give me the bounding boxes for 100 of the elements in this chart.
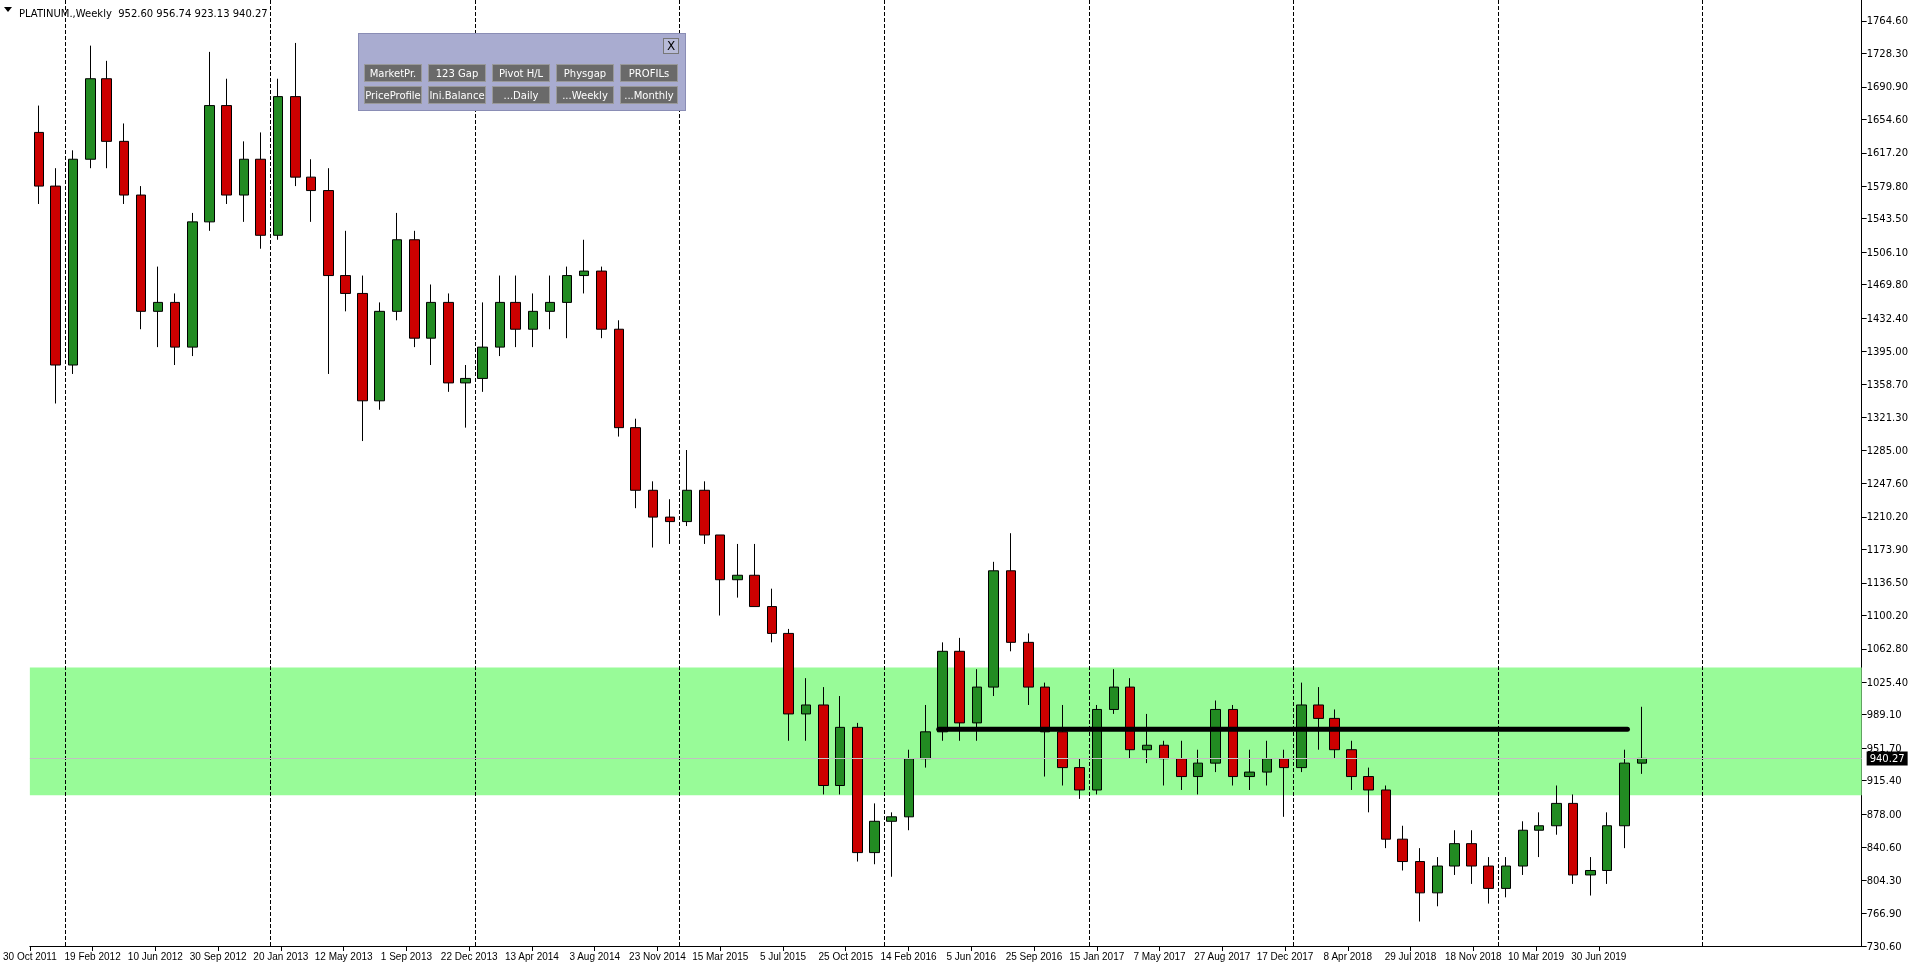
x-tick-label: 19 Feb 2012	[64, 950, 122, 962]
y-tick-label: 989.10	[1866, 709, 1902, 721]
candlestick	[510, 275, 521, 348]
candlestick	[665, 498, 675, 545]
y-tick-label: 1025.40	[1866, 676, 1909, 688]
candlestick	[426, 284, 436, 366]
x-tick-label: 18 Nov 2018	[1444, 950, 1503, 962]
candlestick	[170, 292, 180, 366]
candlestick	[545, 275, 555, 330]
candlestick	[801, 677, 811, 742]
candlestick	[1534, 811, 1544, 858]
candlestick	[357, 275, 368, 442]
annotation: Ini.Balance	[428, 86, 486, 104]
candlestick	[1585, 856, 1596, 897]
candlestick	[1244, 749, 1255, 791]
y-tick-label: 1469.80	[1866, 279, 1909, 291]
x-tick-label: 23 Nov 2014	[629, 950, 687, 962]
candlestick	[767, 588, 777, 643]
candlestick	[648, 480, 658, 549]
candlestick	[920, 704, 931, 769]
candlestick	[682, 449, 692, 527]
x-tick-label: 8 Apr 2018	[1323, 950, 1373, 962]
y-tick-label: 1136.50	[1866, 577, 1909, 589]
candlestick	[306, 158, 316, 223]
y-tick-label: 730.60	[1866, 940, 1902, 952]
candlestick	[783, 628, 794, 742]
annotation: Pivot H/L	[492, 64, 550, 82]
y-tick-label: 915.40	[1866, 775, 1902, 787]
y-tick-label: 951.70	[1866, 742, 1902, 754]
candlestick	[50, 167, 61, 404]
candlestick	[630, 418, 641, 509]
y-tick-label: 840.60	[1866, 842, 1902, 854]
y-tick-label: 1579.80	[1866, 180, 1909, 192]
candlestick	[409, 230, 420, 348]
candlestick	[1006, 532, 1016, 652]
x-tick-label: 30 Oct 2011	[3, 950, 58, 962]
candlestick	[596, 266, 607, 339]
candlestick	[1346, 740, 1357, 791]
annotation: MarketPr.	[364, 64, 422, 82]
candlestick	[1262, 740, 1272, 786]
annotation: PROFILs	[620, 64, 678, 82]
candlestick	[1415, 847, 1425, 922]
y-tick-label: 1321.30	[1866, 412, 1909, 424]
candlestick	[1363, 767, 1374, 813]
candlestick	[323, 167, 334, 375]
annotation: ...Weekly	[556, 86, 614, 104]
x-tick-label: 13 Apr 2014	[504, 950, 560, 962]
candlestick	[1602, 811, 1612, 885]
x-tick-label: 20 Jan 2013	[253, 950, 309, 962]
x-tick-label: 30 Jun 2019	[1571, 950, 1627, 962]
candlestick	[460, 364, 471, 429]
candlestick	[392, 212, 402, 321]
ref-line-label: 940.27	[1869, 752, 1905, 764]
x-tick-label: 5 Jun 2016	[946, 950, 997, 962]
x-tick-label: 17 Dec 2017	[1256, 950, 1314, 962]
candlestick	[1637, 706, 1647, 775]
candlestick	[1466, 829, 1477, 885]
candlestick	[443, 292, 454, 393]
x-tick-label: 29 Jul 2018	[1384, 950, 1437, 962]
y-tick-label: 1247.60	[1866, 477, 1909, 489]
x-tick-label: 3 Aug 2014	[569, 950, 621, 962]
candlestick	[221, 78, 232, 205]
x-tick-label: 14 Feb 2016	[880, 950, 938, 962]
candlestick	[239, 140, 249, 223]
candlestick	[1619, 749, 1630, 849]
y-tick-label: 1690.90	[1866, 81, 1909, 93]
candlestick	[1449, 829, 1460, 876]
candlestick	[528, 292, 538, 348]
candlestick	[1279, 749, 1289, 818]
candlestick	[579, 239, 589, 294]
x-tick-label: 25 Oct 2015	[818, 950, 874, 962]
y-tick-label: 1432.40	[1866, 312, 1909, 324]
candlestick	[1176, 740, 1187, 791]
candlestick	[1501, 856, 1511, 898]
y-tick-label: 766.90	[1866, 908, 1902, 920]
annotation: ...Daily	[492, 86, 550, 104]
candlestick	[1483, 856, 1494, 905]
y-tick-label: 1617.20	[1866, 147, 1909, 159]
candlestick	[1397, 825, 1408, 871]
candlestick	[818, 686, 829, 795]
candlestick	[1023, 632, 1034, 706]
y-tick-label: 1062.80	[1866, 643, 1909, 655]
annotation: ...Monthly	[620, 86, 678, 104]
x-tick-label: 5 Jul 2015	[759, 950, 807, 962]
candlestick	[1074, 758, 1085, 800]
candlestick	[136, 185, 146, 330]
candlestick	[988, 561, 999, 697]
y-tick-label: 1543.50	[1866, 213, 1909, 225]
close-button: X	[663, 38, 679, 54]
y-tick-label: 1173.90	[1866, 543, 1909, 555]
candlestick	[187, 212, 198, 357]
y-tick-label: 1100.20	[1866, 609, 1909, 621]
candlestick	[852, 722, 863, 863]
x-tick-label: 1 Sep 2013	[380, 950, 433, 962]
candlestick	[715, 534, 725, 617]
text: PLATINUM.,Weekly 952.60 956.74 923.13 940.27	[19, 7, 268, 19]
x-tick-label: 10 Jun 2012	[127, 950, 184, 962]
x-tick-label: 22 Dec 2013	[440, 950, 498, 962]
y-tick-label: 878.00	[1866, 808, 1902, 820]
x-tick-label: 15 Jan 2017	[1069, 950, 1125, 962]
